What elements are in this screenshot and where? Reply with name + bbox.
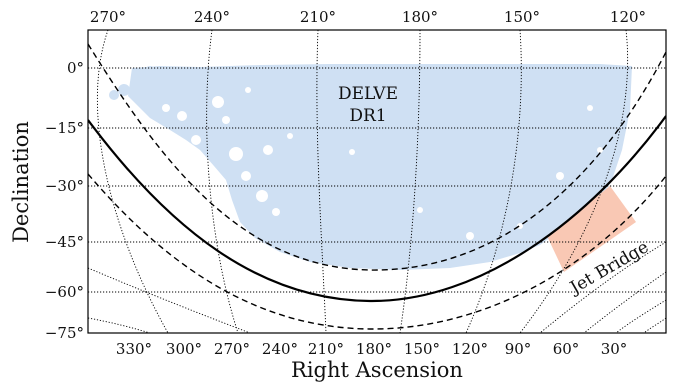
bottom-ra-tick: 30° — [601, 340, 628, 358]
bottom-ra-tick: 120° — [452, 340, 488, 358]
dec-tick: −75° — [45, 324, 84, 342]
top-ra-tick: 120° — [610, 8, 646, 26]
bottom-ra-tick: 90° — [505, 340, 532, 358]
bottom-ra-tick: 270° — [214, 340, 250, 358]
dec-gridlines — [88, 67, 666, 293]
galactic-plane-line — [88, 115, 666, 303]
jet-bridge-region — [547, 186, 636, 272]
bottom-ra-tick: 330° — [116, 340, 152, 358]
bottom-ra-tick: 150° — [404, 340, 440, 358]
dec-tick: −15° — [45, 119, 84, 137]
galactic-offset-lines — [88, 43, 666, 330]
dec-tick: −30° — [45, 177, 84, 195]
top-ra-tick: 210° — [300, 8, 336, 26]
dec-tick: −45° — [45, 233, 84, 251]
top-ra-tick: 240° — [194, 8, 230, 26]
dec-tick: 0° — [67, 59, 84, 77]
bottom-ra-tick: 180° — [356, 340, 392, 358]
delve-label-line2: DR1 — [349, 106, 386, 126]
dec-tick: −60° — [45, 283, 84, 301]
plot-frame — [87, 29, 667, 334]
bottom-ra-tick: 300° — [166, 340, 202, 358]
bottom-ra-tick: 210° — [308, 340, 344, 358]
delve-dr1-footprint — [128, 64, 632, 270]
delve-label-line1: DELVE — [338, 84, 398, 104]
bottom-ra-tick: 240° — [262, 340, 298, 358]
ra-gridlines — [88, 30, 666, 333]
top-ra-tick: 270° — [90, 8, 126, 26]
bottom-ra-tick: 60° — [553, 340, 580, 358]
top-ra-tick: 180° — [402, 8, 438, 26]
top-ra-tick: 150° — [504, 8, 540, 26]
x-axis-label: Right Ascension — [291, 358, 463, 382]
y-axis-label: Declination — [9, 121, 33, 243]
